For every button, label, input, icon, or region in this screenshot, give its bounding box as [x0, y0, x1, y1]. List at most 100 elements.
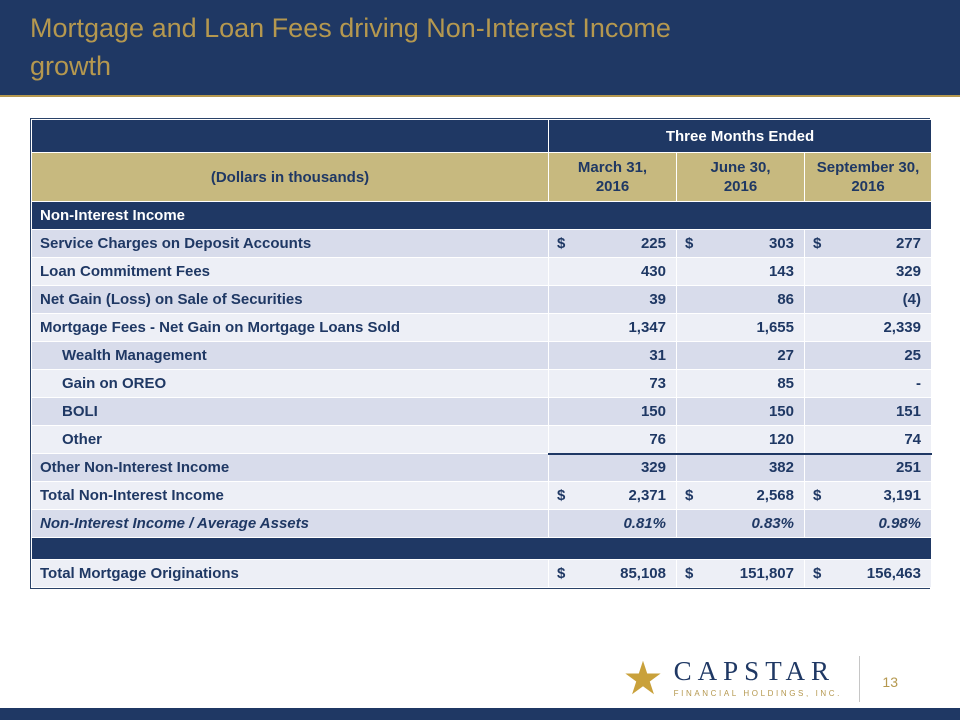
value-cell: -: [804, 369, 932, 398]
value-text: 73: [649, 375, 666, 392]
value-text: -: [916, 375, 921, 392]
row-label: Total Mortgage Originations: [31, 559, 549, 588]
value-cell: 27: [676, 341, 805, 370]
value-cell: 0.83%: [676, 509, 805, 538]
value-cell: 382: [676, 452, 805, 482]
corner-blank-cell: [31, 119, 549, 153]
slide-header: Mortgage and Loan Fees driving Non-Inter…: [0, 0, 960, 97]
table-row: Service Charges on Deposit Accounts $225 $…: [31, 229, 932, 258]
table-row: Other 76 120 74: [31, 425, 932, 454]
value-cell: 85: [676, 369, 805, 398]
value-text: 2,371: [628, 487, 666, 504]
value-text: 120: [768, 430, 794, 448]
value-cell: 74: [804, 425, 932, 454]
value-cell: 76: [548, 425, 677, 454]
value-cell: 430: [548, 257, 677, 286]
value-cell: 31: [548, 341, 677, 370]
value-text: 25: [904, 347, 921, 364]
section-label: Non-Interest Income: [31, 201, 932, 230]
column-header-line: 2016: [851, 178, 885, 195]
value-cell: 150: [548, 397, 677, 426]
value-text: 150: [640, 403, 666, 420]
row-label: Total Non-Interest Income: [31, 481, 549, 510]
value-cell: 150: [676, 397, 805, 426]
value-cell: 1,347: [548, 313, 677, 342]
row-label: Wealth Management: [31, 341, 549, 370]
dollar-sign: $: [685, 565, 694, 582]
table-row: Net Gain (Loss) on Sale of Securities 39 8…: [31, 285, 932, 314]
spacer-cell: [31, 537, 932, 560]
value-cell: 151: [804, 397, 932, 426]
logo-subtitle: FINANCIAL HOLDINGS, INC.: [673, 689, 842, 698]
dollar-sign: $: [685, 487, 694, 504]
value-text: 143: [768, 263, 794, 280]
value-cell: 0.98%: [804, 509, 932, 538]
column-header-march: March 31, 2016: [548, 152, 677, 202]
value-text: (4): [902, 291, 921, 308]
value-cell: 1,655: [676, 313, 805, 342]
value-text: 150: [768, 403, 794, 420]
column-header-september: September 30, 2016: [804, 152, 932, 202]
table-row: Gain on OREO 73 85 -: [31, 369, 932, 398]
table-wrap: Three Months Ended (Dollars in thousands…: [30, 118, 932, 589]
value-cell: (4): [804, 285, 932, 314]
row-label: Non-Interest Income / Average Assets: [31, 509, 549, 538]
value-cell: 73: [548, 369, 677, 398]
value-text: 430: [640, 263, 666, 280]
table-row: Total Non-Interest Income $2,371 $2,568 $3,…: [31, 481, 932, 510]
dollar-sign: $: [813, 487, 822, 504]
title-line-2: growth: [30, 51, 112, 81]
value-text: 0.81%: [623, 515, 666, 532]
table-header-row: (Dollars in thousands) March 31, 2016 Ju…: [31, 152, 932, 202]
value-text: 225: [640, 235, 666, 252]
value-text: 74: [904, 430, 921, 448]
value-cell: 329: [804, 257, 932, 286]
value-text: 1,655: [756, 319, 794, 336]
row-label: BOLI: [31, 397, 549, 426]
value-cell: 86: [676, 285, 805, 314]
financial-table: Three Months Ended (Dollars in thousands…: [31, 119, 932, 588]
value-cell: $2,371: [548, 481, 677, 510]
value-cell: 120: [676, 425, 805, 454]
footer-divider: [859, 656, 860, 702]
value-cell: 39: [548, 285, 677, 314]
row-label: Gain on OREO: [31, 369, 549, 398]
logo-name: CAPSTAR: [673, 656, 836, 686]
value-text: 329: [895, 263, 921, 280]
value-cell: 0.81%: [548, 509, 677, 538]
value-text: 1,347: [628, 319, 666, 336]
period-group-header: Three Months Ended: [548, 119, 932, 153]
table-row: BOLI 150 150 151: [31, 397, 932, 426]
value-cell: $85,108: [548, 559, 677, 588]
value-text: 2,339: [883, 319, 921, 336]
value-text: 277: [895, 235, 921, 252]
logo-text-block: CAPSTAR FINANCIAL HOLDINGS, INC.: [673, 656, 842, 699]
table-row: Mortgage Fees - Net Gain on Mortgage Loa…: [31, 313, 932, 342]
table-row: Non-Interest Income / Average Assets 0.81…: [31, 509, 932, 538]
value-cell: $156,463: [804, 559, 932, 588]
value-text: 251: [895, 459, 921, 477]
value-cell: 251: [804, 452, 932, 482]
value-text: 85: [777, 375, 794, 392]
slide-title: Mortgage and Loan Fees driving Non-Inter…: [30, 9, 960, 85]
capstar-logo: ★ CAPSTAR FINANCIAL HOLDINGS, INC.: [622, 652, 842, 704]
value-text: 382: [768, 459, 794, 477]
value-cell: $277: [804, 229, 932, 258]
row-label: Mortgage Fees - Net Gain on Mortgage Loa…: [31, 313, 549, 342]
value-text: 0.98%: [878, 515, 921, 532]
value-text: 329: [640, 459, 666, 477]
value-cell: $3,191: [804, 481, 932, 510]
dollar-sign: $: [813, 235, 822, 252]
row-label: Other Non-Interest Income: [31, 453, 549, 482]
value-text: 85,108: [620, 565, 666, 582]
value-text: 86: [777, 291, 794, 308]
table-row: Other Non-Interest Income 329 382 251: [31, 452, 932, 482]
star-icon: ★: [622, 652, 664, 704]
table-row: Loan Commitment Fees 430 143 329: [31, 257, 932, 286]
column-header-line: September 30,: [816, 158, 920, 176]
table-row: Total Mortgage Originations $85,108 $151,8…: [31, 559, 932, 588]
value-text: 151,807: [739, 565, 794, 582]
value-text: 0.83%: [751, 515, 794, 532]
value-text: 76: [649, 430, 666, 448]
